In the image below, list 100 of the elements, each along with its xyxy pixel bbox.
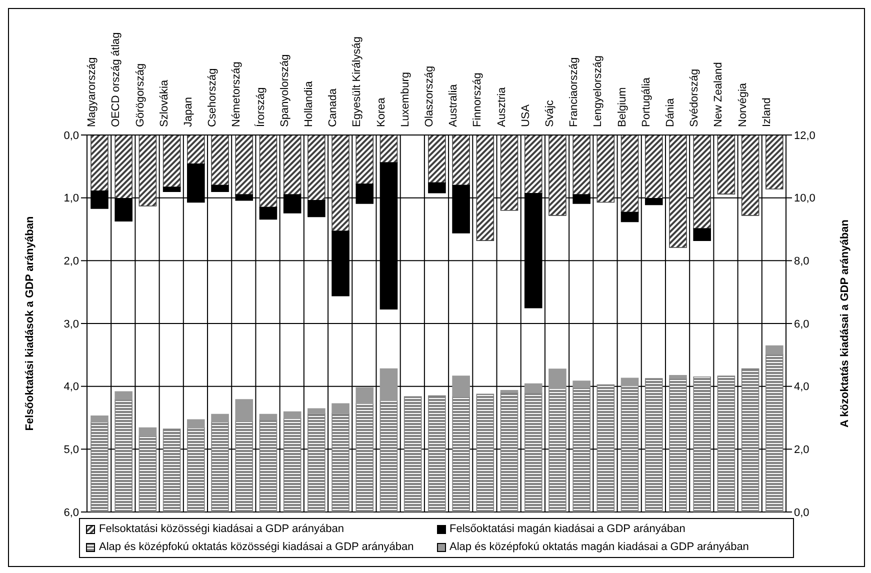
bar	[308, 412, 326, 512]
x-tick-label: Egyesült Királyság	[351, 36, 364, 127]
y2-tick-label: 8,0	[794, 256, 810, 268]
x-tick-label: Dánia	[664, 97, 677, 127]
y2-tick-label: 2,0	[794, 444, 810, 456]
x-tick-label: Ausztria	[496, 86, 508, 127]
x-tick-label: Magyarország	[86, 57, 98, 127]
x-tick-label: Szlovákia	[158, 79, 170, 127]
bar	[717, 135, 736, 194]
bar	[428, 182, 446, 194]
y-axis-title: Felsőoktatási kiadások a GDP arányában	[24, 216, 36, 431]
x-tick-label: Korea	[375, 96, 388, 127]
bar	[332, 135, 350, 232]
bar	[596, 384, 615, 512]
x-tick-label: Norvégia	[736, 82, 749, 127]
bar	[332, 412, 350, 512]
bar	[669, 135, 687, 248]
y2-tick-label: 10,0	[794, 192, 816, 205]
y-tick-label: 0,0	[64, 130, 79, 142]
bar	[259, 206, 278, 220]
bar	[90, 135, 108, 192]
x-tick-label: Japan	[182, 97, 194, 127]
x-tick-label: Portugália	[640, 76, 652, 127]
y-tick-label: 4,0	[64, 381, 79, 394]
x-tick-label: Németország	[230, 62, 243, 127]
x-tick-label: Írország	[254, 87, 267, 127]
bar	[114, 399, 133, 512]
bar	[283, 411, 302, 419]
bar	[138, 427, 157, 436]
bar	[452, 396, 470, 512]
bar	[90, 422, 108, 512]
bar	[476, 394, 494, 512]
bar	[162, 135, 181, 188]
x-tick-label: Belgium	[616, 87, 628, 127]
x-tick-label: Görögország	[134, 63, 146, 127]
bar	[332, 403, 350, 414]
bar	[138, 436, 157, 512]
bar	[187, 419, 205, 428]
bar	[644, 135, 663, 199]
bar	[765, 135, 784, 190]
bar	[187, 135, 205, 164]
bar	[114, 135, 133, 199]
bar	[187, 427, 205, 512]
bar	[452, 376, 470, 398]
bar	[90, 415, 108, 423]
bar	[741, 368, 760, 512]
bar	[356, 135, 374, 184]
bar	[162, 186, 181, 192]
y-tick-label: 5,0	[64, 444, 79, 456]
y-tick-label: 3,0	[64, 318, 79, 330]
x-tick-label: Lengyelország	[592, 55, 604, 127]
bar	[211, 184, 229, 192]
y2-tick-label: 0,0	[794, 506, 810, 519]
bar	[500, 135, 518, 211]
bar	[693, 376, 711, 512]
y2-tick-label: 12,0	[794, 130, 816, 142]
bar	[620, 212, 639, 222]
x-tick-label: Finnország	[472, 72, 484, 127]
bar	[572, 387, 590, 512]
x-tick-label: Australia	[448, 83, 460, 127]
bar	[380, 368, 398, 401]
bar	[308, 200, 326, 218]
x-tick-label: Svédország	[688, 68, 701, 127]
bar	[138, 135, 157, 206]
bar	[765, 345, 784, 355]
bar	[283, 418, 302, 512]
bar	[380, 400, 398, 512]
bar	[693, 135, 711, 230]
bar	[644, 378, 663, 512]
y2-tick-label: 6,0	[794, 318, 810, 330]
bar	[380, 135, 398, 164]
x-tick-label: Luxemburg	[399, 72, 412, 127]
y2-axis-title: A közoktatás kiadásai a GDP arányában	[838, 219, 851, 428]
bar	[717, 376, 736, 512]
x-tick-label: Hollandia	[302, 80, 315, 127]
bar	[524, 392, 542, 512]
bar	[548, 135, 566, 216]
bar	[524, 383, 542, 394]
x-tick-label: Svájc	[544, 100, 556, 127]
bar	[114, 391, 133, 400]
bar	[765, 354, 784, 512]
bar	[308, 408, 326, 414]
bar	[211, 135, 229, 186]
bar	[669, 378, 687, 512]
bar	[259, 414, 278, 420]
bar	[235, 399, 254, 422]
y-tick-label: 1,0	[64, 192, 79, 205]
bar	[259, 420, 278, 512]
x-tick-label: Spanyolország	[278, 54, 291, 127]
x-tick-label: Canada	[327, 88, 340, 127]
bar	[620, 378, 639, 386]
bar	[548, 368, 566, 389]
bar	[572, 135, 590, 196]
bar	[620, 135, 639, 213]
bar	[524, 135, 542, 194]
x-tick-label: Izland	[760, 98, 773, 127]
bar	[211, 422, 229, 512]
legend-label: Alap és középfokú oktatás magán kiadásai a GDP arányában	[450, 541, 749, 553]
bar	[428, 135, 446, 184]
x-tick-label: Franciaország	[568, 57, 580, 127]
